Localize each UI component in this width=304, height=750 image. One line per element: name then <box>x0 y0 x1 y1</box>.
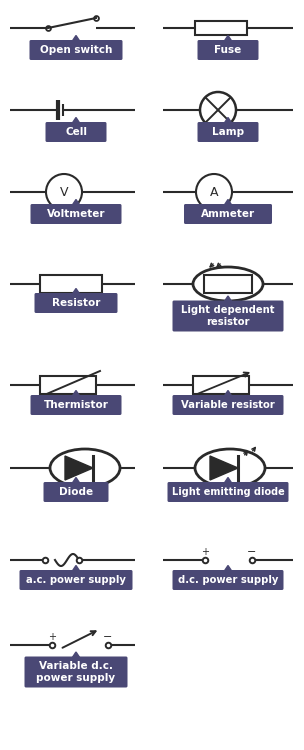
Text: Lamp: Lamp <box>212 127 244 137</box>
FancyBboxPatch shape <box>172 570 284 590</box>
Polygon shape <box>65 456 93 480</box>
Polygon shape <box>224 566 232 572</box>
Polygon shape <box>72 35 80 41</box>
Bar <box>195 21 247 35</box>
Text: d.c. power supply: d.c. power supply <box>178 575 278 585</box>
Text: Resistor: Resistor <box>52 298 100 308</box>
Polygon shape <box>210 456 238 480</box>
Circle shape <box>196 174 232 210</box>
Ellipse shape <box>195 449 265 487</box>
Text: Light dependent
resistor: Light dependent resistor <box>181 305 275 327</box>
FancyBboxPatch shape <box>34 293 118 313</box>
Text: −: − <box>247 547 257 557</box>
Text: Variable resistor: Variable resistor <box>181 400 275 410</box>
Polygon shape <box>224 478 232 484</box>
Text: Cell: Cell <box>65 127 87 137</box>
FancyBboxPatch shape <box>198 40 258 60</box>
Polygon shape <box>72 478 80 484</box>
Polygon shape <box>224 296 232 302</box>
Text: Fuse: Fuse <box>214 45 242 55</box>
Text: Thermistor: Thermistor <box>43 400 109 410</box>
Text: Variable d.c.
power supply: Variable d.c. power supply <box>36 662 116 682</box>
Polygon shape <box>224 35 232 41</box>
Polygon shape <box>72 289 80 295</box>
Polygon shape <box>72 391 80 397</box>
Polygon shape <box>72 566 80 572</box>
FancyBboxPatch shape <box>172 395 284 415</box>
FancyBboxPatch shape <box>172 301 284 332</box>
Text: Light emitting diode: Light emitting diode <box>172 487 284 497</box>
Text: Ammeter: Ammeter <box>201 209 255 219</box>
Circle shape <box>200 92 236 128</box>
FancyBboxPatch shape <box>30 204 122 224</box>
Polygon shape <box>224 391 232 397</box>
FancyBboxPatch shape <box>43 482 109 502</box>
Text: A: A <box>210 185 218 199</box>
Polygon shape <box>72 652 80 658</box>
FancyBboxPatch shape <box>19 570 133 590</box>
Polygon shape <box>224 118 232 124</box>
FancyBboxPatch shape <box>29 40 123 60</box>
FancyBboxPatch shape <box>198 122 258 142</box>
Bar <box>40 275 102 293</box>
Text: +: + <box>48 632 56 642</box>
Circle shape <box>46 174 82 210</box>
Ellipse shape <box>50 449 120 487</box>
Bar <box>40 376 96 394</box>
Polygon shape <box>224 200 232 206</box>
FancyBboxPatch shape <box>168 482 288 502</box>
Bar <box>204 275 252 293</box>
FancyBboxPatch shape <box>184 204 272 224</box>
Ellipse shape <box>193 267 263 301</box>
Text: +: + <box>201 547 209 557</box>
Text: Open switch: Open switch <box>40 45 112 55</box>
Text: Diode: Diode <box>59 487 93 497</box>
FancyBboxPatch shape <box>46 122 106 142</box>
Text: −: − <box>103 632 113 642</box>
FancyBboxPatch shape <box>30 395 122 415</box>
Text: V: V <box>60 185 68 199</box>
Text: a.c. power supply: a.c. power supply <box>26 575 126 585</box>
Text: Voltmeter: Voltmeter <box>47 209 105 219</box>
Polygon shape <box>72 200 80 206</box>
FancyBboxPatch shape <box>25 656 127 688</box>
Bar <box>193 376 249 394</box>
Polygon shape <box>72 118 80 124</box>
